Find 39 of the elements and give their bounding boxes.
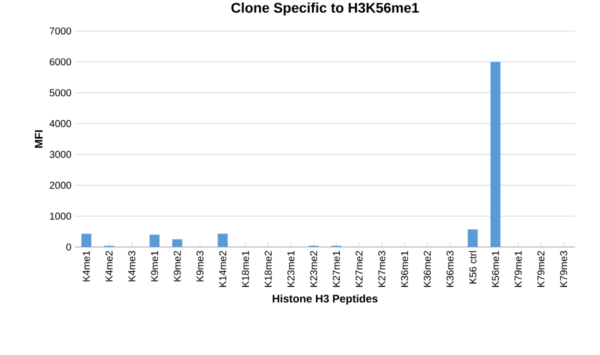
bar bbox=[150, 234, 160, 247]
y-tick-label: 5000 bbox=[50, 89, 72, 96]
bar bbox=[218, 234, 228, 247]
x-tick-label: K23me1 bbox=[287, 251, 294, 287]
y-tick-label: 2000 bbox=[50, 182, 72, 189]
x-tick-label: K14me2 bbox=[219, 251, 226, 287]
x-tick-label: K79me3 bbox=[560, 250, 568, 287]
bar bbox=[490, 62, 500, 247]
y-tick-label: 7000 bbox=[50, 27, 72, 35]
x-tick-label: K36me1 bbox=[401, 251, 408, 287]
x-tick-label: K4me2 bbox=[106, 251, 113, 282]
x-tick-label: K27me1 bbox=[332, 251, 340, 287]
x-tick-label: K4me3 bbox=[128, 250, 136, 282]
x-tick-label: K27me3 bbox=[378, 250, 386, 287]
x-tick-label: K27me2 bbox=[356, 251, 363, 287]
bar bbox=[81, 234, 92, 247]
y-tick-label: 1000 bbox=[50, 212, 72, 220]
y-tick-label: 0 bbox=[66, 243, 72, 251]
x-tick-label: K79me1 bbox=[514, 251, 522, 287]
x-tick-label: K4me1 bbox=[82, 251, 90, 282]
chart-title: Clone Specific to H3K56me1 bbox=[231, 2, 419, 16]
bar bbox=[172, 239, 182, 247]
x-axis-title: Histone H3 Peptides bbox=[272, 294, 378, 305]
y-tick-label: 4000 bbox=[50, 120, 72, 128]
y-tick-label: 3000 bbox=[50, 150, 72, 158]
bar bbox=[468, 229, 478, 247]
x-tick-label: K18me1 bbox=[242, 251, 249, 287]
x-tick-label: K56 ctrl bbox=[469, 251, 476, 284]
x-tick-label: K36me3 bbox=[446, 250, 454, 287]
x-tick-label: K18me2 bbox=[264, 251, 272, 287]
x-tick-label: K56me1 bbox=[492, 251, 499, 287]
x-tick-label: K36me2 bbox=[424, 251, 431, 287]
x-tick-label: K79me2 bbox=[537, 251, 544, 287]
y-axis-title: MFI bbox=[34, 130, 42, 148]
x-tick-label: K9me3 bbox=[196, 250, 204, 282]
x-tick-label: K9me2 bbox=[174, 251, 181, 282]
x-tick-label: K9me1 bbox=[151, 251, 158, 282]
x-tick-label: K23me2 bbox=[310, 251, 318, 287]
y-tick-label: 6000 bbox=[50, 58, 72, 66]
